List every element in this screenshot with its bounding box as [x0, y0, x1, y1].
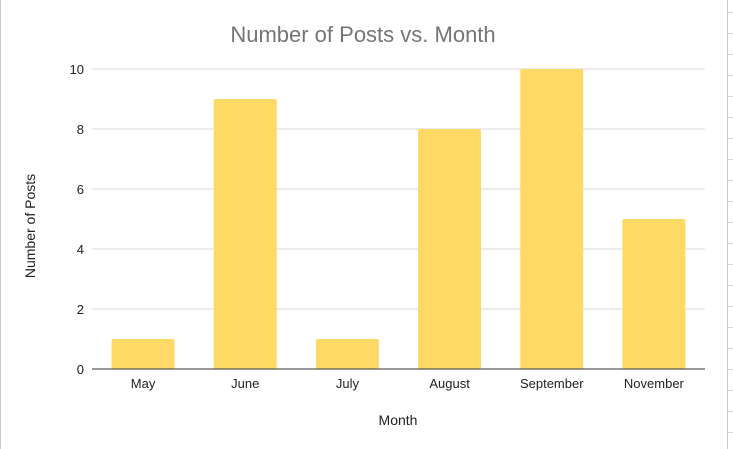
- bar-july: [315, 339, 379, 369]
- y-tick-label: 2: [77, 302, 84, 317]
- x-tick-label: June: [231, 376, 259, 391]
- sheet-gridline: [728, 432, 733, 433]
- sheet-gridline: [728, 369, 733, 370]
- sheet-gridline: [728, 327, 733, 328]
- sheet-gridline: [728, 222, 733, 223]
- sheet-gridline: [728, 180, 733, 181]
- x-tick-label: September: [520, 376, 584, 391]
- sheet-gridline: [728, 54, 733, 55]
- sheet-gridline: [728, 33, 733, 34]
- y-tick-label: 8: [77, 122, 84, 137]
- y-axis-ticks: 0 2 4 6 8 10: [70, 62, 84, 377]
- bar-september: [520, 69, 584, 369]
- y-tick-label: 6: [77, 182, 84, 197]
- bar-november: [622, 219, 686, 369]
- sheet-gridline: [728, 117, 733, 118]
- sheet-gridline: [728, 243, 733, 244]
- x-tick-label: May: [131, 376, 156, 391]
- x-tick-label: August: [429, 376, 470, 391]
- sheet-gridline: [728, 159, 733, 160]
- sheet-gridline: [728, 138, 733, 139]
- x-axis-title: Month: [379, 412, 418, 428]
- bar-may: [111, 339, 175, 369]
- y-axis-title: Number of Posts: [22, 174, 38, 278]
- sheet-gridline: [728, 306, 733, 307]
- sheet-gridline: [728, 75, 733, 76]
- y-tick-label: 10: [70, 62, 84, 77]
- x-axis-ticks: May June July August September November: [131, 376, 685, 391]
- chart-title: Number of Posts vs. Month: [230, 22, 495, 47]
- sheet-gridline: [728, 201, 733, 202]
- x-tick-label: July: [336, 376, 360, 391]
- x-tick-label: November: [624, 376, 685, 391]
- bar-june: [213, 99, 277, 369]
- sheet-gridline: [728, 96, 733, 97]
- sheet-gridline: [728, 264, 733, 265]
- gridlines: [92, 68, 705, 310]
- sheet-gridline: [728, 12, 733, 13]
- sheet-gridline: [728, 348, 733, 349]
- y-tick-label: 0: [77, 362, 84, 377]
- bar-august: [418, 129, 482, 369]
- sheet-gridline: [728, 411, 733, 412]
- sheet-edge-right: [727, 0, 728, 449]
- sheet-edge-left: [0, 0, 1, 449]
- y-tick-label: 4: [77, 242, 84, 257]
- bars: [111, 69, 686, 369]
- sheet-gridline: [728, 390, 733, 391]
- sheet-gridline: [728, 285, 733, 286]
